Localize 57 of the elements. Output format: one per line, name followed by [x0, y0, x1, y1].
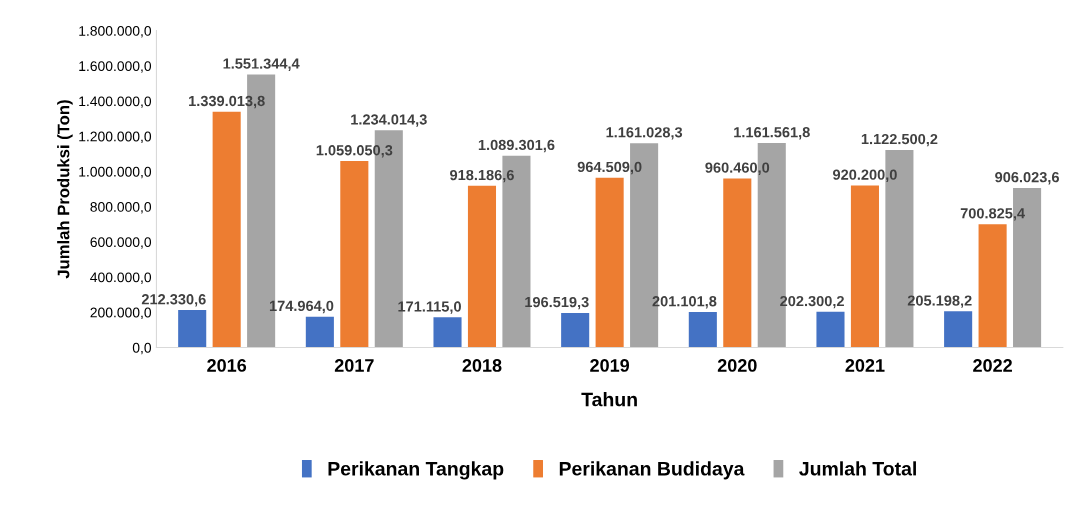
data-label: 171.115,0 — [398, 301, 461, 314]
bar — [944, 311, 973, 348]
bar — [305, 316, 334, 348]
data-label: 920.200,0 — [833, 169, 897, 182]
bar — [978, 224, 1007, 348]
x-tick-label: 2017 — [334, 359, 374, 372]
legend-label: Perikanan Tangkap — [328, 461, 504, 480]
data-label: 906.023,6 — [995, 172, 1059, 185]
legend-label: Perikanan Budidaya — [559, 461, 745, 480]
data-label: 918.186,6 — [450, 169, 514, 183]
data-label: 1.122.500,2 — [861, 133, 938, 147]
y-tick-label: 1.400.000,0 — [79, 96, 152, 108]
data-label: 700.825,4 — [960, 208, 1025, 221]
y-tick-label: 800.000,0 — [90, 202, 152, 214]
data-label: 196.519,3 — [525, 296, 589, 310]
y-tick-label: 600.000,0 — [90, 237, 152, 249]
y-tick-label: 1.800.000,0 — [79, 25, 152, 38]
y-tick-label: 1.200.000,0 — [79, 131, 152, 144]
y-tick-label: 200.000,0 — [90, 307, 152, 320]
data-label: 960.460,0 — [705, 162, 770, 175]
y-tick-label: 1.600.000,0 — [79, 61, 152, 73]
x-tick-label: 2019 — [590, 359, 630, 372]
bar — [595, 177, 624, 348]
y-tick-label: 1.000.000,0 — [79, 166, 152, 179]
y-tick-label: 0,0 — [132, 342, 152, 355]
data-label: 212.330,6 — [141, 294, 206, 307]
x-tick-label: 2020 — [717, 359, 757, 372]
bar — [340, 161, 369, 348]
bar — [561, 312, 590, 348]
data-label: 1.234.014,3 — [351, 114, 427, 127]
y-tick-label: 400.000,0 — [90, 272, 152, 284]
x-tick-label: 2021 — [845, 359, 885, 372]
data-label: 1.161.561,8 — [734, 127, 810, 140]
x-axis-title: Tahun — [581, 392, 637, 407]
bar — [178, 310, 207, 348]
bar — [467, 185, 497, 348]
data-label: 205.198,2 — [907, 295, 972, 308]
data-label: 964.509,0 — [577, 161, 642, 175]
x-tick-label: 2016 — [207, 359, 247, 372]
x-tick-label: 2022 — [973, 359, 1012, 372]
bar — [688, 312, 717, 348]
data-label: 202.300,2 — [780, 295, 844, 309]
legend-label: Jumlah Total — [799, 461, 916, 476]
bar — [816, 311, 845, 348]
data-label: 1.339.013,8 — [189, 95, 265, 109]
data-label: 1.551.344,4 — [223, 58, 300, 71]
x-tick-label: 2018 — [462, 359, 502, 372]
bar — [433, 317, 462, 348]
data-label: 1.161.028,3 — [606, 127, 683, 140]
bar — [212, 111, 241, 348]
data-label: 201.101,8 — [652, 296, 717, 309]
bar — [723, 178, 752, 348]
data-label: 1.089.301,6 — [478, 139, 555, 153]
bar — [850, 185, 879, 348]
data-label: 174.964,0 — [269, 300, 334, 314]
data-label: 1.059.050,3 — [316, 145, 393, 158]
y-axis-title: Jumlah Produksi (Ton) — [57, 100, 73, 279]
